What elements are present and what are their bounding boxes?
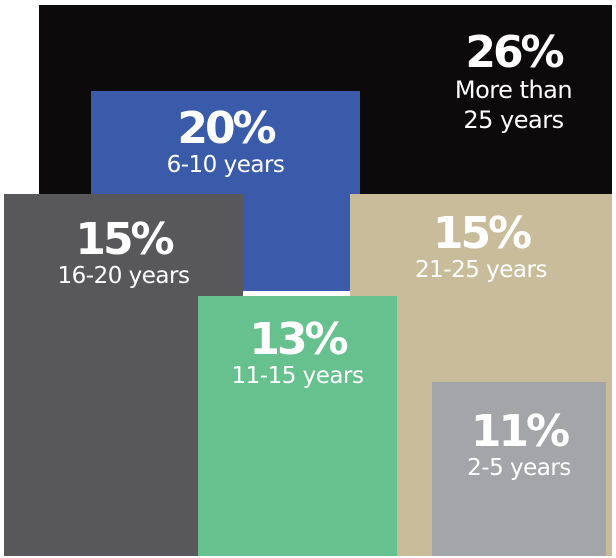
label-11-15-years: 11-15 years xyxy=(231,363,364,389)
percent-11-15-years: 13% xyxy=(249,314,348,365)
percent-21-25-years: 15% xyxy=(432,208,532,259)
percent-2-5-years: 11% xyxy=(470,406,570,457)
label-16-20-years: 16-20 years xyxy=(57,263,190,289)
block-11-15-years: 13% 11-15 years xyxy=(198,296,397,556)
label-2-5-years: 2-5 years xyxy=(467,455,571,481)
label-more-than-25-years: More than 25 years xyxy=(454,76,573,134)
percent-16-20-years: 15% xyxy=(75,214,174,265)
percent-6-10-years: 20% xyxy=(177,103,276,154)
label-6-10-years: 6-10 years xyxy=(166,152,285,178)
percent-more-than-25-years: 26% xyxy=(465,27,564,78)
label-21-25-years: 21-25 years xyxy=(415,257,547,283)
block-2-5-years: 11% 2-5 years xyxy=(432,382,606,556)
